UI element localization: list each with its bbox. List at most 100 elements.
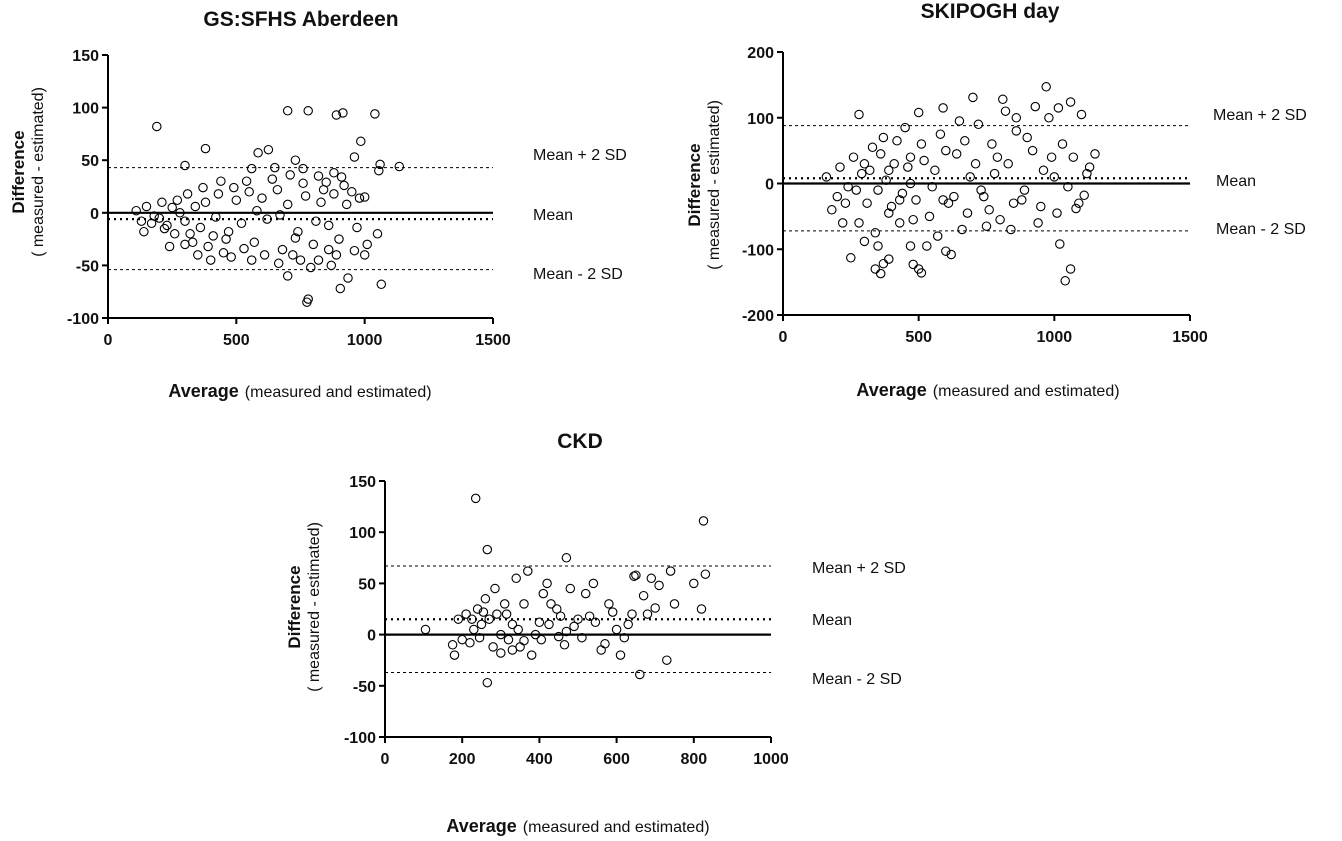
- data-point: [246, 255, 257, 265]
- data-point: [642, 609, 653, 619]
- data-point: [1071, 203, 1081, 214]
- annotation-mean-minus-2sd: Mean - 2 SD: [1216, 221, 1306, 238]
- data-point: [252, 205, 262, 216]
- data-point: [519, 635, 529, 646]
- data-point: [372, 229, 383, 239]
- data-point: [669, 599, 680, 609]
- data-point: [476, 619, 487, 630]
- data-point: [503, 634, 514, 645]
- data-point: [478, 607, 489, 617]
- data-point: [870, 228, 881, 238]
- data-point: [285, 170, 295, 180]
- data-point: [175, 208, 185, 218]
- data-point: [244, 187, 254, 197]
- data-point: [848, 152, 859, 162]
- data-point: [162, 220, 172, 231]
- data-point: [370, 109, 380, 119]
- data-point: [203, 241, 213, 252]
- data-point: [851, 185, 862, 195]
- data-point: [519, 599, 529, 609]
- data-point: [300, 191, 311, 201]
- data-point: [881, 175, 891, 185]
- data-point: [884, 165, 894, 176]
- data-point: [553, 631, 564, 642]
- data-point: [638, 590, 649, 601]
- data-point: [976, 185, 986, 195]
- data-point: [236, 218, 247, 229]
- data-point: [924, 211, 935, 222]
- data-point: [913, 107, 924, 118]
- data-point: [552, 604, 562, 614]
- x-tick-label: 1000: [1037, 329, 1073, 346]
- data-point: [859, 159, 870, 169]
- x-axis-label: Average (measured and estimated): [168, 381, 431, 401]
- data-point: [1046, 152, 1057, 162]
- data-point: [837, 218, 848, 228]
- data-point: [827, 205, 837, 215]
- data-point: [205, 255, 216, 265]
- data-point: [152, 121, 162, 132]
- y-tick-label: 50: [358, 576, 376, 593]
- data-point: [987, 139, 997, 149]
- data-point: [932, 231, 943, 241]
- data-point: [854, 218, 864, 228]
- data-point: [231, 195, 242, 205]
- data-point: [1057, 139, 1068, 149]
- x-tick-label: 400: [526, 751, 553, 768]
- data-point: [596, 645, 606, 655]
- data-point: [600, 639, 610, 649]
- data-point: [141, 201, 152, 212]
- data-point: [331, 110, 342, 120]
- data-point: [187, 237, 198, 248]
- data-point: [973, 119, 984, 130]
- data-point: [447, 640, 458, 650]
- data-point: [954, 116, 965, 126]
- chart-title: GS:SFHS Aberdeen: [203, 8, 398, 31]
- y-tick-label: 0: [765, 177, 774, 194]
- data-point: [288, 250, 298, 260]
- data-point: [275, 210, 285, 220]
- panel-ckd: CKD Difference ( measured - estimated) A…: [285, 430, 906, 836]
- y-tick-label: 150: [349, 474, 376, 491]
- y-tick-label: 50: [81, 153, 99, 170]
- x-axis-label: Average (measured and estimated): [446, 816, 709, 836]
- data-point: [359, 192, 370, 202]
- data-point: [1079, 190, 1089, 201]
- data-point: [180, 239, 190, 250]
- data-point: [374, 165, 384, 176]
- data-point: [1060, 276, 1070, 286]
- data-point: [1017, 195, 1027, 205]
- data-point: [905, 241, 916, 251]
- x-tick-label: 0: [381, 751, 390, 768]
- chart-title: SKIPOGH day: [921, 0, 1060, 23]
- data-point: [375, 159, 385, 170]
- data-point: [623, 619, 633, 630]
- y-axis-label: Difference ( measured - estimated): [285, 522, 323, 692]
- data-point: [229, 182, 239, 193]
- data-point: [465, 638, 475, 648]
- data-point: [832, 191, 843, 202]
- data-point: [457, 634, 467, 645]
- data-point: [249, 237, 260, 248]
- data-point: [662, 655, 672, 665]
- data-point: [892, 136, 902, 146]
- data-point: [164, 241, 175, 252]
- data-point: [873, 241, 883, 251]
- data-point: [873, 185, 883, 195]
- data-point: [835, 162, 845, 172]
- data-point: [211, 212, 221, 222]
- data-point: [530, 629, 541, 640]
- panel-gs-sfhs: GS:SFHS Aberdeen Difference ( measured -…: [9, 8, 627, 401]
- data-point: [584, 611, 595, 621]
- data-point: [1063, 182, 1073, 192]
- data-point: [1082, 168, 1092, 179]
- data-point: [349, 152, 360, 162]
- data-point: [298, 163, 308, 174]
- data-point: [341, 199, 352, 210]
- data-point: [700, 569, 711, 579]
- data-point: [843, 182, 853, 192]
- y-tick-label: 200: [747, 45, 774, 62]
- data-point: [208, 231, 218, 241]
- data-point: [698, 516, 709, 526]
- data-point: [470, 493, 481, 504]
